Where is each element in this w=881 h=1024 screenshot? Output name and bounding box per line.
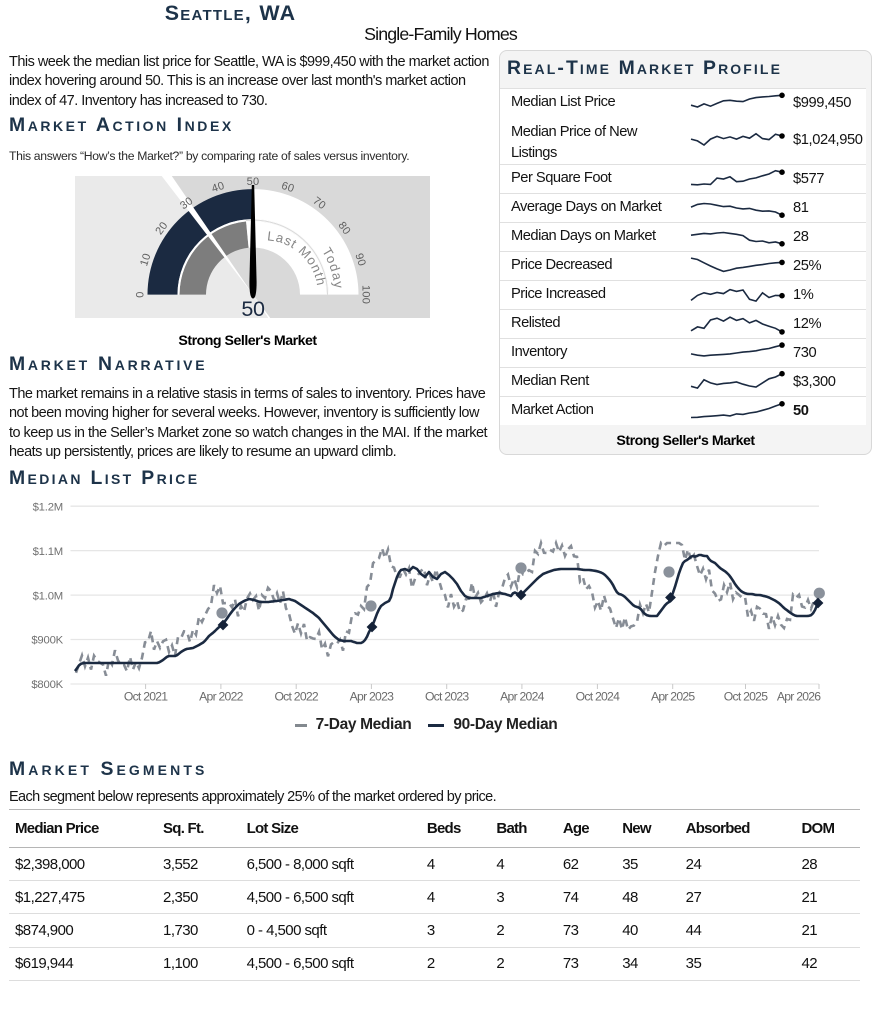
svg-text:50: 50 <box>241 297 265 318</box>
svg-text:100: 100 <box>360 285 372 304</box>
svg-text:Apr 2025: Apr 2025 <box>651 690 695 704</box>
svg-text:Oct 2025: Oct 2025 <box>724 690 768 704</box>
svg-text:Oct 2023: Oct 2023 <box>425 690 469 704</box>
svg-text:50: 50 <box>247 176 260 188</box>
svg-text:40: 40 <box>210 180 226 195</box>
svg-text:Oct 2021: Oct 2021 <box>124 690 168 704</box>
svg-text:$1.1M: $1.1M <box>33 546 63 558</box>
svg-text:Apr 2026: Apr 2026 <box>777 690 821 704</box>
svg-text:$1.0M: $1.0M <box>33 590 63 602</box>
svg-text:10: 10 <box>138 252 153 268</box>
svg-text:$1.2M: $1.2M <box>33 501 63 513</box>
svg-text:Apr 2023: Apr 2023 <box>350 690 394 704</box>
svg-text:Oct 2024: Oct 2024 <box>576 690 620 704</box>
svg-text:$900K: $900K <box>31 635 63 647</box>
svg-text:0: 0 <box>134 291 146 297</box>
svg-text:Apr 2022: Apr 2022 <box>199 690 243 704</box>
svg-text:Apr 2024: Apr 2024 <box>500 690 544 704</box>
svg-text:Oct 2022: Oct 2022 <box>274 690 318 704</box>
svg-text:$800K: $800K <box>31 679 63 691</box>
svg-text:60: 60 <box>280 180 296 195</box>
svg-text:90: 90 <box>352 252 367 268</box>
